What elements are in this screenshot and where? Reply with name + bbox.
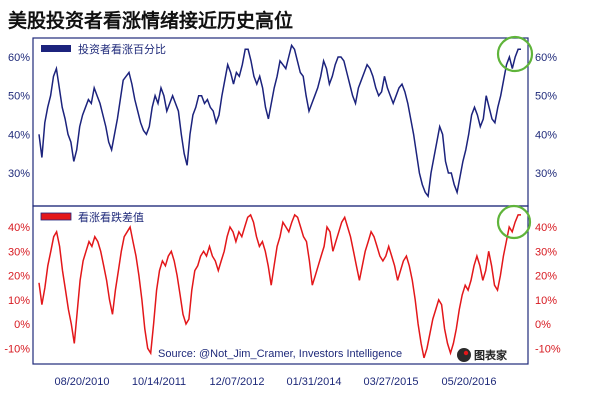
top-ytick-right-1: 40% — [535, 129, 557, 141]
bottom-ytick-right-5: 40% — [535, 222, 557, 234]
bottom-ytick-right-3: 20% — [535, 271, 557, 283]
bottom-ytick-right-1: 0% — [535, 319, 551, 331]
bottom-yticks-right: -10% 0% 10% 20% 30% 40% — [535, 222, 561, 355]
bottom-ytick-left-4: 30% — [8, 246, 30, 258]
bottom-ytick-right-0: -10% — [535, 343, 561, 355]
bottom-ytick-left-2: 10% — [8, 295, 30, 307]
bottom-highlight-circle — [496, 204, 532, 240]
top-legend-swatch — [41, 45, 71, 52]
top-ytick-left-3: 60% — [8, 52, 30, 64]
top-series-line — [38, 43, 521, 199]
logo: 图表家 — [457, 348, 508, 362]
top-yticks-left: 30% 40% 50% 60% — [8, 52, 30, 180]
x-tick-3: 01/31/2014 — [286, 376, 341, 388]
top-ytick-right-0: 30% — [535, 168, 557, 180]
x-tick-1: 10/14/2011 — [132, 376, 186, 388]
top-ytick-left-2: 50% — [8, 91, 30, 103]
x-tick-2: 12/07/2012 — [209, 376, 264, 388]
bottom-legend-label: 看涨看跌差值 — [78, 210, 144, 224]
top-ytick-left-1: 40% — [8, 129, 30, 141]
bottom-ytick-left-1: 0% — [14, 319, 30, 331]
top-yticks-right: 30% 40% 50% 60% — [535, 52, 557, 180]
top-ytick-right-3: 60% — [535, 52, 557, 64]
bottom-ytick-left-0: -10% — [4, 343, 30, 355]
top-highlight-circle — [496, 35, 534, 73]
bottom-legend-swatch — [40, 212, 72, 221]
x-tick-5: 05/20/2016 — [441, 376, 496, 388]
logo-mark-icon — [457, 348, 471, 362]
top-legend-label: 投资者看涨百分比 — [78, 42, 166, 56]
bottom-yticks-left: -10% 0% 10% 20% 30% 40% — [4, 222, 30, 355]
chart-title: 美股投资者看涨情绪接近历史高位 — [8, 10, 294, 32]
source-note: Source: @Not_Jim_Cramer, Investors Intel… — [158, 348, 402, 360]
top-ytick-left-0: 30% — [8, 168, 30, 180]
x-tick-4: 03/27/2015 — [363, 376, 418, 388]
x-tick-0: 08/20/2010 — [54, 376, 109, 388]
logo-text: 图表家 — [474, 348, 508, 362]
bottom-panel-frame — [32, 205, 529, 365]
x-tick-labels: 08/20/2010 10/14/2011 12/07/2012 01/31/2014… — [54, 376, 496, 388]
bottom-ytick-right-2: 10% — [535, 295, 557, 307]
bottom-ytick-left-5: 40% — [8, 222, 30, 234]
bottom-ytick-left-3: 20% — [8, 271, 30, 283]
top-ytick-right-2: 50% — [535, 91, 557, 103]
bottom-series-line — [38, 213, 521, 359]
bottom-ytick-right-4: 30% — [535, 246, 557, 258]
